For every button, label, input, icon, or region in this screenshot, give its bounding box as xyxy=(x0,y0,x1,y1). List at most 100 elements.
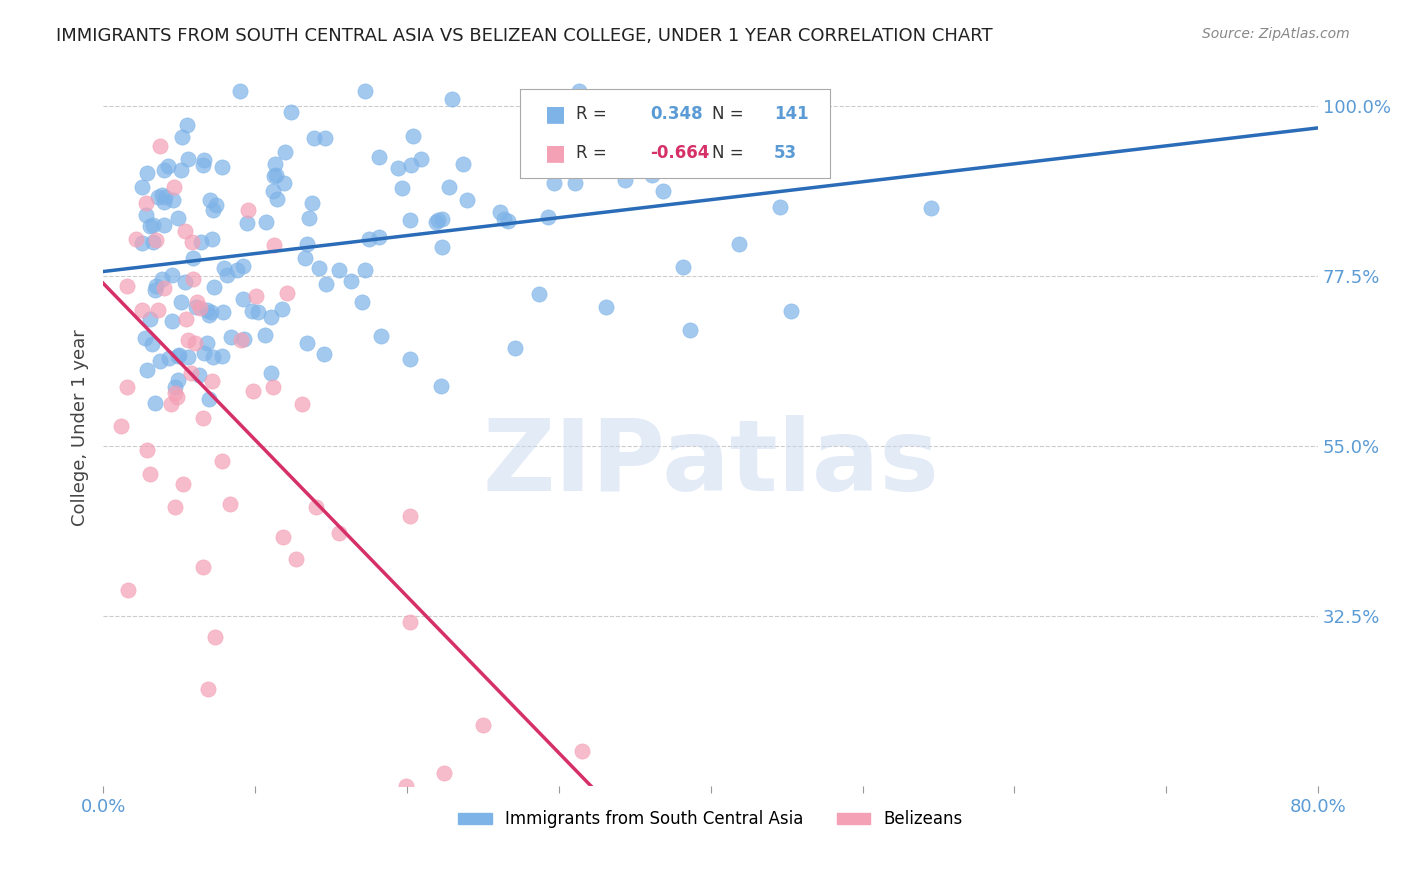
Point xyxy=(328,263,350,277)
Point xyxy=(228,84,250,98)
Point xyxy=(188,301,211,316)
Point xyxy=(651,185,673,199)
Point xyxy=(136,442,159,457)
Point xyxy=(135,196,157,211)
Point xyxy=(274,145,297,160)
Point xyxy=(205,198,228,212)
Point xyxy=(170,162,193,177)
Point xyxy=(540,134,562,148)
Point xyxy=(149,354,172,368)
Point xyxy=(492,211,515,226)
Point xyxy=(641,169,664,183)
Point xyxy=(260,367,283,381)
Point xyxy=(166,390,188,404)
Point xyxy=(728,237,751,252)
Point xyxy=(153,281,176,295)
Point xyxy=(432,766,454,780)
Point xyxy=(187,368,209,382)
Point xyxy=(437,179,460,194)
Point xyxy=(142,218,165,232)
Point xyxy=(190,235,212,250)
Point xyxy=(399,352,422,367)
Point xyxy=(219,330,242,344)
Point xyxy=(176,118,198,132)
Point xyxy=(157,159,180,173)
Text: -0.664: -0.664 xyxy=(650,145,710,162)
Point xyxy=(167,374,190,388)
Point xyxy=(240,304,263,318)
Point xyxy=(489,205,512,219)
Point xyxy=(328,526,350,541)
Point xyxy=(186,295,208,310)
Text: ZIPatlas: ZIPatlas xyxy=(482,415,939,511)
Point xyxy=(201,232,224,246)
Point xyxy=(399,615,422,629)
Point xyxy=(138,219,160,233)
Point xyxy=(496,214,519,228)
Text: ■: ■ xyxy=(546,104,567,124)
Point xyxy=(142,235,165,249)
Point xyxy=(170,295,193,310)
Point xyxy=(264,156,287,170)
Point xyxy=(218,497,240,511)
Point xyxy=(232,292,254,306)
Point xyxy=(193,158,215,172)
Point xyxy=(426,213,449,227)
Y-axis label: College, Under 1 year: College, Under 1 year xyxy=(72,329,89,525)
Point xyxy=(368,230,391,244)
Point xyxy=(184,335,207,350)
Point xyxy=(245,289,267,303)
Point xyxy=(139,467,162,482)
Point xyxy=(180,366,202,380)
Point xyxy=(451,157,474,171)
Point xyxy=(744,116,766,130)
Point xyxy=(471,718,494,732)
Point xyxy=(295,236,318,251)
Point xyxy=(193,345,215,359)
Point xyxy=(174,224,197,238)
Point xyxy=(411,152,433,166)
Point xyxy=(387,161,409,175)
Point xyxy=(266,192,288,206)
Point xyxy=(398,508,420,523)
Point xyxy=(215,268,238,283)
Point xyxy=(352,294,374,309)
Text: R =: R = xyxy=(576,145,612,162)
Text: N =: N = xyxy=(711,105,749,123)
Point xyxy=(264,168,287,182)
Point xyxy=(135,208,157,222)
Point xyxy=(160,268,183,283)
Point xyxy=(212,305,235,319)
Point xyxy=(301,195,323,210)
Text: 0.348: 0.348 xyxy=(650,105,703,123)
Point xyxy=(141,336,163,351)
Point xyxy=(357,232,380,246)
Point xyxy=(110,419,132,434)
Point xyxy=(153,189,176,203)
Point xyxy=(150,272,173,286)
Point xyxy=(163,180,186,194)
Point xyxy=(262,380,284,394)
Point xyxy=(308,261,330,276)
Point xyxy=(314,131,336,145)
Point xyxy=(198,193,221,207)
Point xyxy=(503,341,526,355)
Point xyxy=(294,252,316,266)
Point xyxy=(115,380,138,394)
Point xyxy=(136,166,159,180)
Point xyxy=(271,301,294,316)
Point xyxy=(125,232,148,246)
Point xyxy=(430,211,453,226)
Point xyxy=(177,333,200,347)
Point xyxy=(399,158,422,172)
Point xyxy=(211,453,233,467)
Point xyxy=(440,92,463,106)
Point xyxy=(195,336,218,351)
Point xyxy=(163,500,186,514)
Point xyxy=(527,287,550,301)
Point xyxy=(177,350,200,364)
Point xyxy=(780,303,803,318)
Point xyxy=(204,630,226,644)
Point xyxy=(160,397,183,411)
Point xyxy=(543,176,565,190)
